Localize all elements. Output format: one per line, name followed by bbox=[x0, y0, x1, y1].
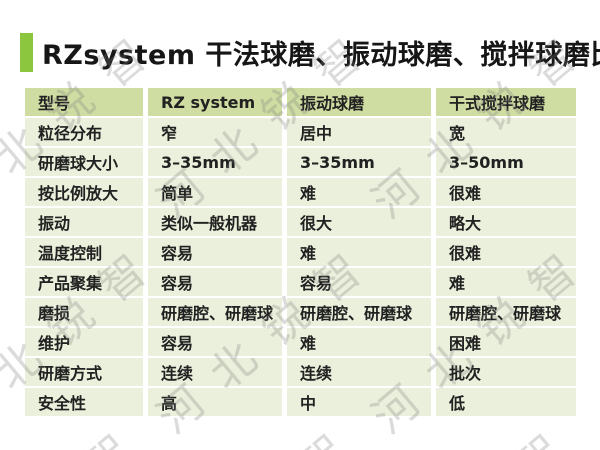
watermark-text: 河北锐智 bbox=[133, 410, 374, 450]
table-cell: 连续 bbox=[148, 358, 282, 386]
table-cell: 3–35mm bbox=[287, 148, 431, 176]
row-label: 振动 bbox=[25, 208, 143, 236]
table-cell: 批次 bbox=[436, 358, 576, 386]
table-cell: 困难 bbox=[436, 328, 576, 356]
column-header: 干式搅拌球磨 bbox=[436, 88, 576, 116]
table-cell: 宽 bbox=[436, 118, 576, 146]
watermark-text: 河北锐智 bbox=[349, 410, 590, 450]
row-label: 研磨球大小 bbox=[25, 148, 143, 176]
table-cell: 中 bbox=[287, 388, 431, 416]
column-header: RZ system bbox=[148, 88, 282, 116]
table-cell: 低 bbox=[436, 388, 576, 416]
table-cell: 很难 bbox=[436, 178, 576, 206]
table-cell: 略大 bbox=[436, 208, 576, 236]
table-cell: 高 bbox=[148, 388, 282, 416]
table-cell: 连续 bbox=[287, 358, 431, 386]
table-cell: 简单 bbox=[148, 178, 282, 206]
title-accent-bar bbox=[20, 32, 33, 72]
comparison-table: 型号 RZ system 振动球磨 干式搅拌球磨 粒径分布 窄 居中 宽 研磨球… bbox=[25, 88, 576, 416]
table-cell: 3–50mm bbox=[436, 148, 576, 176]
table-cell: 难 bbox=[287, 328, 431, 356]
table-cell: 难 bbox=[436, 268, 576, 296]
table-cell: 研磨腔、研磨球 bbox=[287, 298, 431, 326]
row-label: 温度控制 bbox=[25, 238, 143, 266]
table-cell: 难 bbox=[287, 238, 431, 266]
column-header: 振动球磨 bbox=[287, 88, 431, 116]
table-cell: 容易 bbox=[287, 268, 431, 296]
table-cell: 很大 bbox=[287, 208, 431, 236]
row-label: 安全性 bbox=[25, 388, 143, 416]
table-cell: 窄 bbox=[148, 118, 282, 146]
row-label: 产品聚集 bbox=[25, 268, 143, 296]
table-cell: 很难 bbox=[436, 238, 576, 266]
table-cell: 居中 bbox=[287, 118, 431, 146]
table-cell: 容易 bbox=[148, 268, 282, 296]
column-header: 型号 bbox=[25, 88, 143, 116]
table-cell: 3–35mm bbox=[148, 148, 282, 176]
watermark-text: 河北锐智 bbox=[0, 410, 159, 450]
table-cell: 研磨腔、研磨球 bbox=[148, 298, 282, 326]
row-label: 磨损 bbox=[25, 298, 143, 326]
table-cell: 难 bbox=[287, 178, 431, 206]
table-cell: 容易 bbox=[148, 328, 282, 356]
table-cell: 研磨腔、研磨球 bbox=[436, 298, 576, 326]
table-cell: 容易 bbox=[148, 238, 282, 266]
row-label: 维护 bbox=[25, 328, 143, 356]
row-label: 研磨方式 bbox=[25, 358, 143, 386]
title-row: RZsystem 干法球磨、振动球磨、搅拌球磨比较 bbox=[20, 30, 600, 74]
table-cell: 类似一般机器 bbox=[148, 208, 282, 236]
row-label: 粒径分布 bbox=[25, 118, 143, 146]
page-title: RZsystem 干法球磨、振动球磨、搅拌球磨比较 bbox=[42, 39, 600, 71]
row-label: 按比例放大 bbox=[25, 178, 143, 206]
